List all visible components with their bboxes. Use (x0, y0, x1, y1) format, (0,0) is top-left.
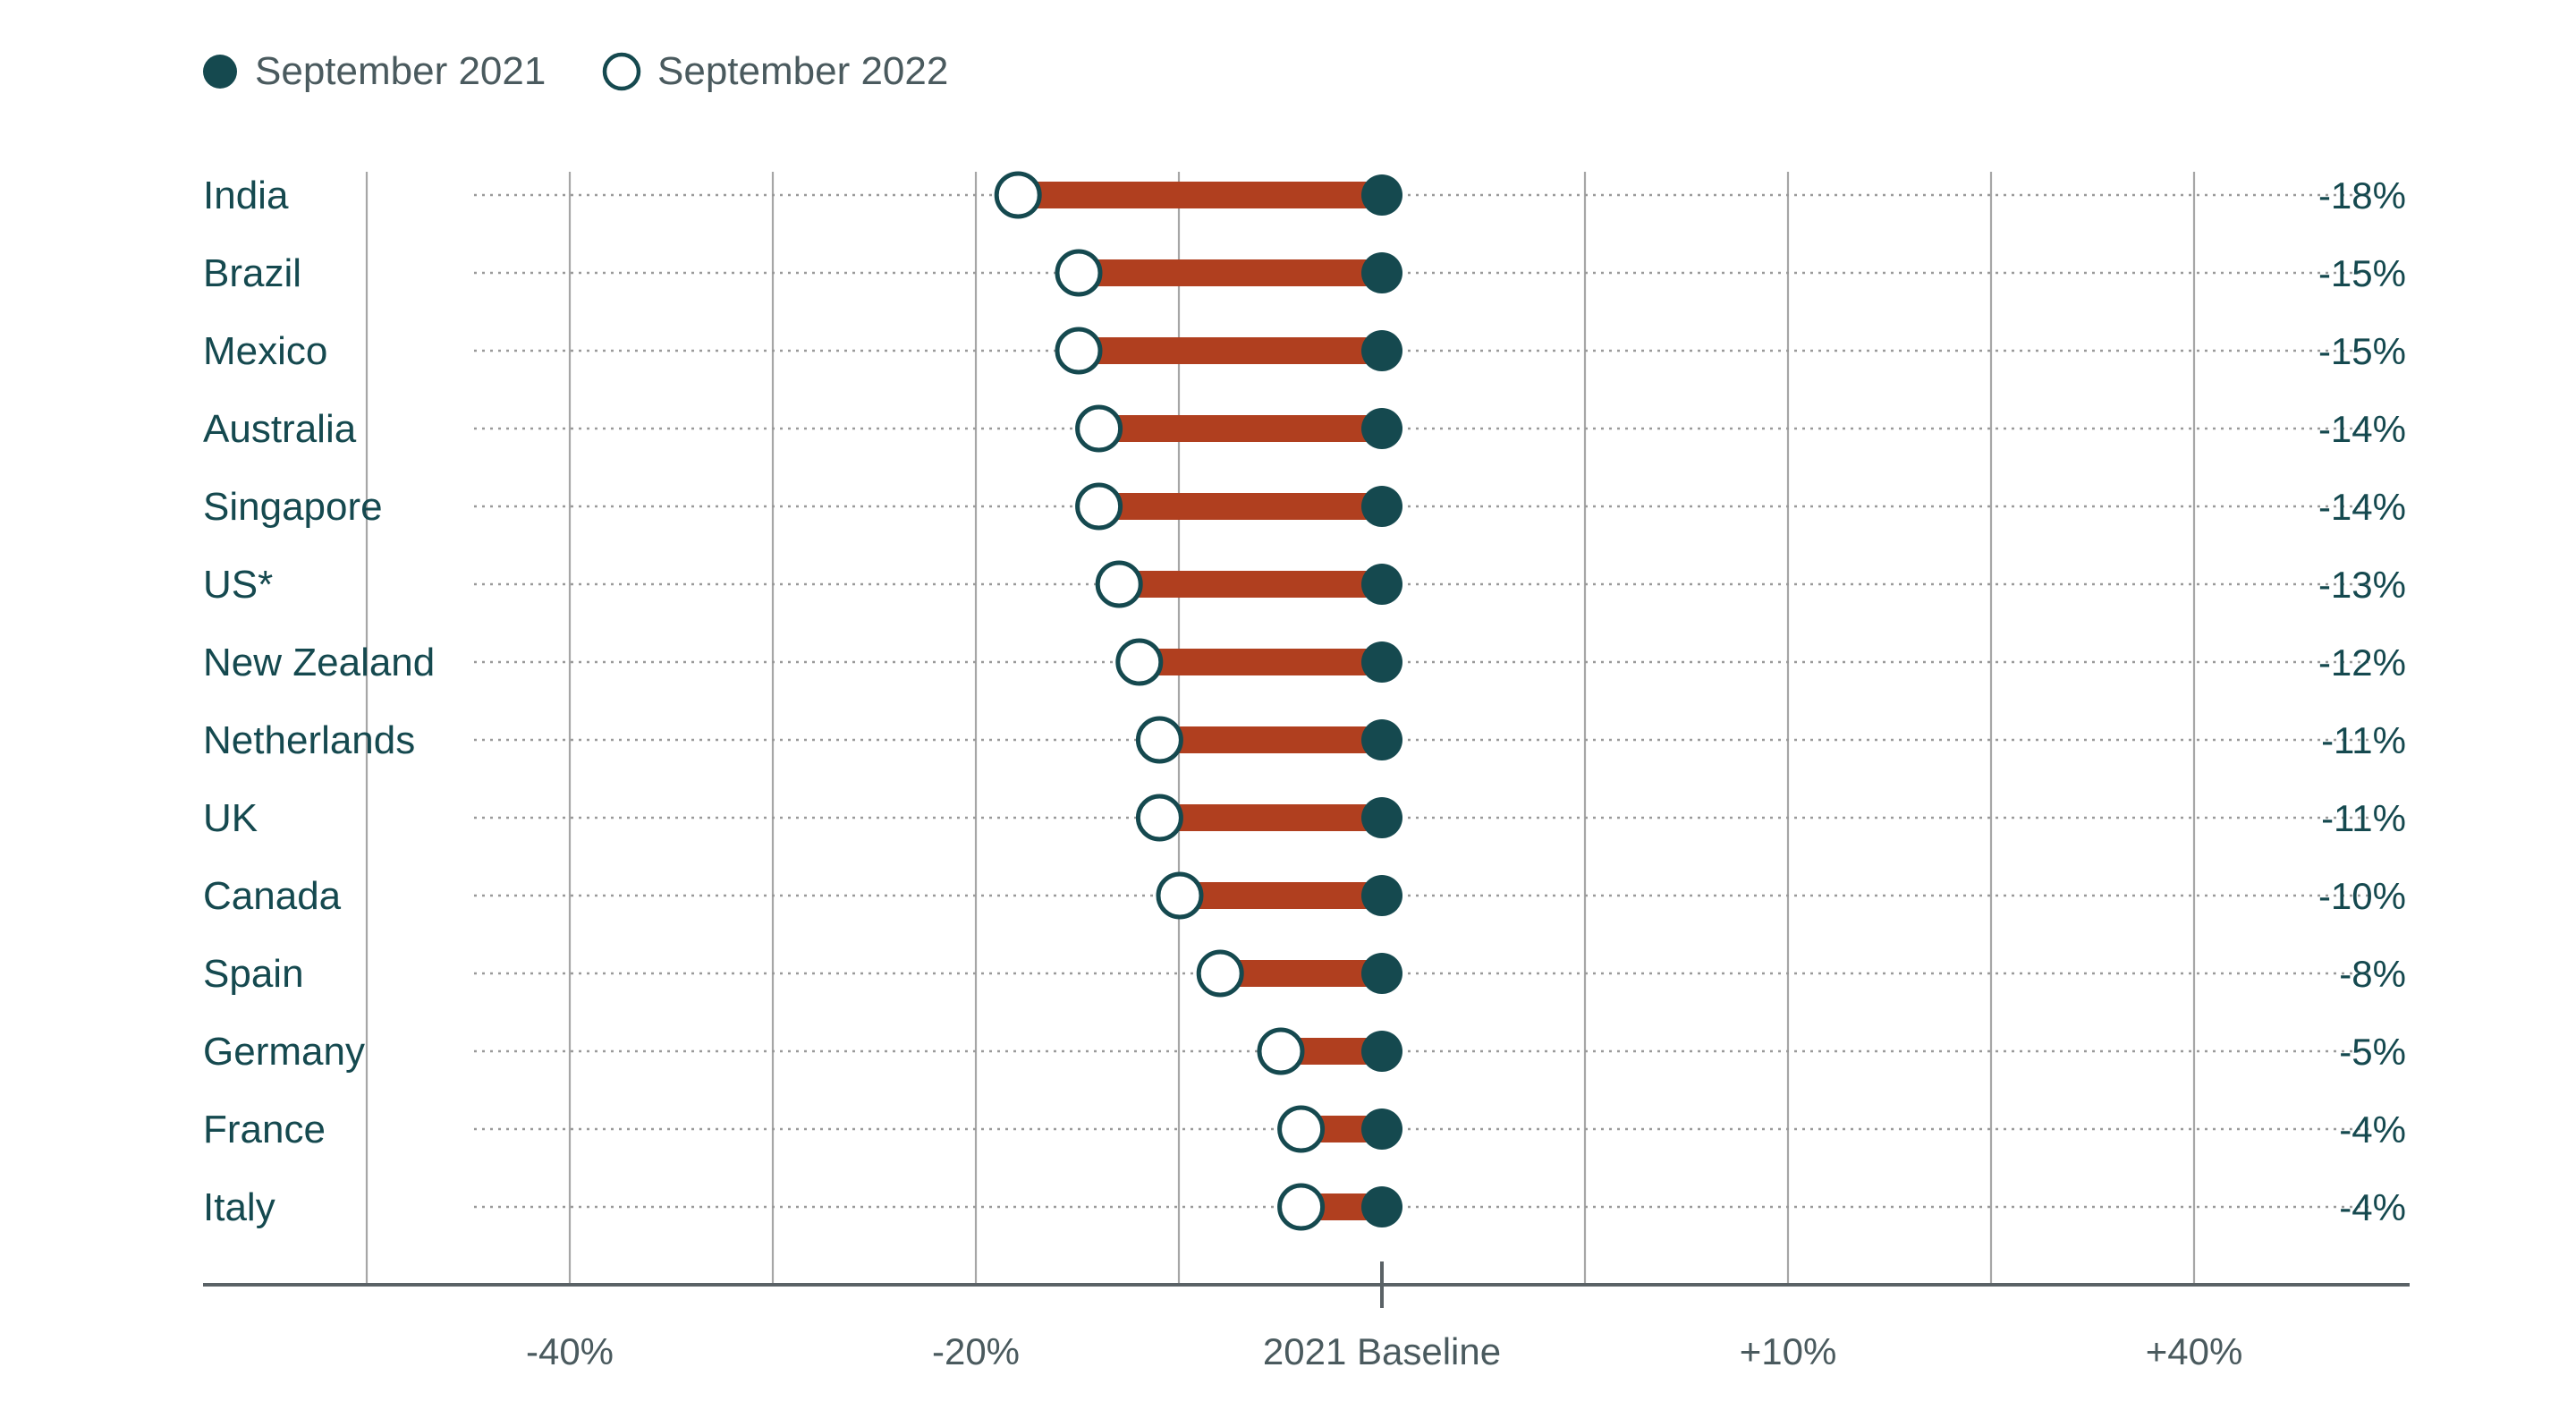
x-tick-label: -20% (932, 1330, 1020, 1372)
point-2022 (1055, 327, 1103, 375)
category-label: Australia (203, 407, 357, 451)
point-2021 (1361, 1108, 1402, 1150)
value-label: -8% (2339, 953, 2406, 995)
value-label: -11% (2321, 719, 2406, 761)
category-label: Netherlands (203, 718, 415, 762)
change-bar (1079, 337, 1382, 364)
category-label: Mexico (203, 329, 327, 373)
x-axis: -40% -20% 2021 Baseline +10% +40% (203, 1261, 2410, 1372)
legend-label-2022: September 2022 (657, 49, 948, 93)
point-2021 (1361, 953, 1402, 994)
category-label: Singapore (203, 485, 383, 529)
point-2022 (1055, 249, 1103, 297)
point-2021 (1361, 875, 1402, 916)
value-label: -10% (2318, 875, 2406, 917)
change-bar (1119, 571, 1382, 598)
point-2021 (1361, 719, 1402, 760)
point-2021 (1361, 252, 1402, 293)
point-2022 (1135, 794, 1183, 842)
point-2022 (1095, 560, 1143, 608)
value-label: -4% (2339, 1186, 2406, 1228)
change-bar (1220, 960, 1382, 987)
category-label: France (203, 1108, 326, 1151)
point-2021 (1361, 1031, 1402, 1072)
data-rows: India -18% Brazil -15% Mexico -15% Australia -1… (203, 171, 2406, 1231)
x-tick-label: +40% (2146, 1330, 2243, 1372)
category-label: Canada (203, 874, 342, 918)
legend-hollow-marker-icon (602, 52, 641, 91)
change-bar (1098, 493, 1382, 520)
point-2021 (1361, 174, 1402, 216)
point-2021 (1361, 564, 1402, 605)
category-label: India (203, 174, 289, 217)
change-bar (1018, 182, 1382, 208)
point-2021 (1361, 486, 1402, 527)
value-label: -5% (2339, 1031, 2406, 1073)
point-2022 (1257, 1027, 1305, 1075)
change-bar (1159, 726, 1382, 753)
point-2022 (1115, 638, 1164, 686)
change-bar (1098, 415, 1382, 442)
change-bar (1139, 649, 1382, 675)
value-label: -18% (2318, 174, 2406, 217)
category-label: New Zealand (203, 641, 435, 684)
legend-label-2021: September 2021 (255, 49, 546, 93)
point-2021 (1361, 408, 1402, 449)
legend-filled-marker-icon (203, 55, 237, 89)
value-label: -4% (2339, 1108, 2406, 1151)
category-label: US* (203, 563, 273, 607)
point-2021 (1361, 641, 1402, 683)
value-label: -11% (2321, 797, 2406, 839)
category-label: Spain (203, 952, 304, 996)
point-2022 (1277, 1105, 1326, 1153)
x-tick-label: -40% (526, 1330, 614, 1372)
category-label: UK (203, 796, 258, 840)
value-label: -14% (2318, 408, 2406, 450)
category-label: Italy (203, 1185, 275, 1229)
x-tick-label: +10% (1740, 1330, 1837, 1372)
change-bar (1159, 804, 1382, 831)
category-label: Brazil (203, 251, 301, 295)
value-label: -15% (2318, 252, 2406, 294)
value-label: -14% (2318, 486, 2406, 528)
point-2022 (1277, 1183, 1326, 1231)
point-2022 (1135, 716, 1183, 764)
point-2022 (994, 171, 1042, 219)
row-guides (474, 193, 2370, 1209)
point-2021 (1361, 330, 1402, 371)
change-bar (1180, 882, 1382, 909)
point-2022 (1196, 949, 1244, 998)
value-label: -13% (2318, 564, 2406, 606)
change-bar (1079, 259, 1382, 286)
x-tick-label: 2021 Baseline (1263, 1330, 1501, 1372)
value-label: -12% (2318, 641, 2406, 684)
point-2022 (1075, 404, 1123, 453)
point-2021 (1361, 1186, 1402, 1227)
point-2022 (1075, 482, 1123, 531)
legend: September 2021 September 2022 (203, 49, 948, 93)
point-2021 (1361, 797, 1402, 838)
category-label: Germany (203, 1030, 365, 1074)
value-label: -15% (2318, 330, 2406, 372)
point-2022 (1156, 871, 1204, 920)
